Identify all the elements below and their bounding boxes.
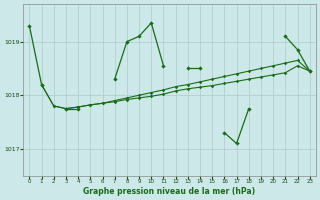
X-axis label: Graphe pression niveau de la mer (hPa): Graphe pression niveau de la mer (hPa)	[84, 187, 256, 196]
